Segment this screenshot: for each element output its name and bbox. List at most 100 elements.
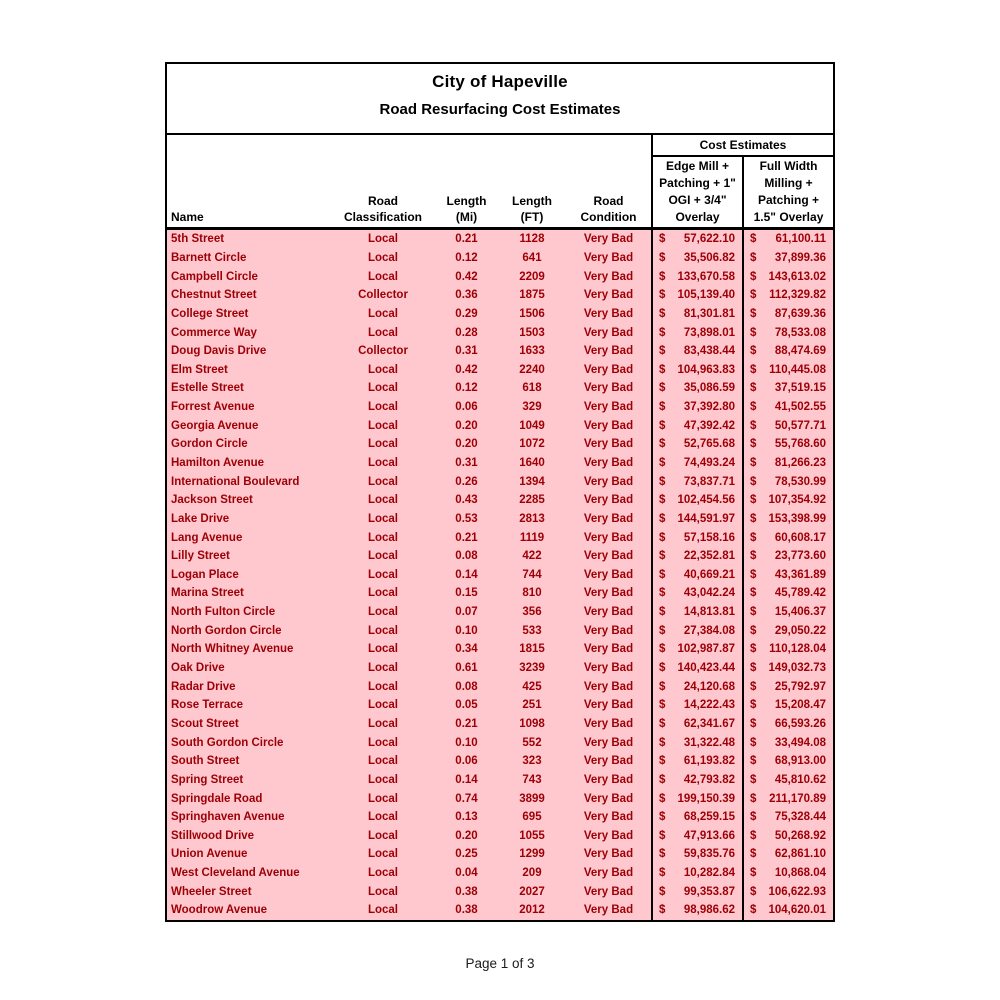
cell-street-name: Barnett Circle: [171, 251, 247, 264]
cell-classification: Local: [367, 773, 399, 786]
cell-cost-full-width: $15,406.37: [742, 602, 833, 622]
cell-cost-edge-mill: $74,493.24: [651, 453, 742, 473]
cell-length-mi: 0.28: [455, 326, 478, 339]
cell-street-name: Lang Avenue: [171, 531, 243, 544]
currency-symbol: $: [659, 401, 666, 414]
cell-cost-edge-mill: $27,384.08: [651, 621, 742, 641]
cell-length-mi: 0.38: [455, 904, 478, 917]
cell-cost-edge-mill: $199,150.39: [651, 789, 742, 808]
cell-length-ft: 2240: [519, 363, 545, 376]
cell-classification: Local: [367, 233, 399, 246]
cell-length-ft: 2285: [519, 494, 545, 507]
cell-length-ft: 1299: [519, 848, 545, 861]
cell-length-ft: 641: [522, 251, 542, 264]
currency-symbol: $: [750, 270, 757, 283]
cell-road-condition: Very Bad: [583, 643, 634, 656]
currency-symbol: $: [659, 326, 666, 339]
table-row: Radar Drive Local 0.08 425 Very Bad $24,…: [167, 677, 833, 697]
cell-road-condition: Very Bad: [583, 568, 634, 581]
cell-street-name: Wheeler Street: [171, 885, 252, 898]
cell-length-ft: 1055: [519, 829, 545, 842]
cell-cost-full-width: $45,810.62: [742, 770, 833, 790]
table-row: Rose Terrace Local 0.05 251 Very Bad $14…: [167, 696, 833, 715]
cell-length-ft: 422: [522, 550, 542, 563]
cell-street-name: Marina Street: [171, 587, 244, 600]
cell-cost-edge-mill: $35,086.59: [651, 379, 742, 398]
cell-street-name: North Whitney Avenue: [171, 643, 294, 656]
cell-length-mi: 0.21: [455, 531, 478, 544]
cell-cost-full-width: $106,622.93: [742, 882, 833, 902]
cell-road-condition: Very Bad: [583, 699, 634, 712]
cell-street-name: Oak Drive: [171, 662, 225, 675]
table-row: North Fulton Circle Local 0.07 356 Very …: [167, 602, 833, 622]
cell-street-name: Gordon Circle: [171, 438, 248, 451]
cell-cost-full-width: $37,519.15: [742, 379, 833, 398]
cell-length-mi: 0.34: [455, 643, 478, 656]
cell-length-ft: 329: [522, 401, 542, 414]
cell-classification: Local: [367, 811, 399, 824]
cell-length-ft: 1128: [519, 233, 545, 246]
currency-symbol: $: [750, 792, 757, 805]
cell-street-name: Springhaven Avenue: [171, 811, 285, 824]
currency-symbol: $: [750, 885, 757, 898]
cell-cost-full-width: $88,474.69: [742, 341, 833, 361]
currency-symbol: $: [659, 848, 666, 861]
currency-symbol: $: [750, 568, 757, 581]
currency-symbol: $: [750, 512, 757, 525]
cell-classification: Local: [367, 755, 399, 768]
cell-cost-edge-mill: $73,837.71: [651, 472, 742, 491]
cell-road-condition: Very Bad: [583, 270, 634, 283]
table-row: Forrest Avenue Local 0.06 329 Very Bad $…: [167, 397, 833, 417]
cell-cost-edge-mill: $47,913.66: [651, 826, 742, 846]
currency-symbol: $: [659, 251, 666, 264]
cell-length-ft: 744: [522, 568, 542, 581]
currency-symbol: $: [659, 904, 666, 917]
table-row: Stillwood Drive Local 0.20 1055 Very Bad…: [167, 826, 833, 846]
currency-symbol: $: [750, 736, 757, 749]
cell-cost-full-width: $149,032.73: [742, 658, 833, 678]
cell-road-condition: Very Bad: [583, 512, 634, 525]
currency-symbol: $: [659, 233, 666, 246]
cell-cost-full-width: $68,913.00: [742, 751, 833, 771]
cell-road-condition: Very Bad: [583, 326, 634, 339]
page-subtitle: Road Resurfacing Cost Estimates: [379, 101, 621, 118]
cell-road-condition: Very Bad: [583, 531, 634, 544]
cell-classification: Local: [367, 326, 399, 339]
cell-cost-edge-mill: $37,392.80: [651, 397, 742, 417]
cell-length-ft: 2012: [519, 904, 545, 917]
cell-length-ft: 356: [522, 606, 542, 619]
cell-road-condition: Very Bad: [583, 345, 634, 358]
currency-symbol: $: [659, 512, 666, 525]
cell-classification: Local: [367, 624, 399, 637]
cell-classification: Local: [367, 512, 399, 525]
cell-cost-edge-mill: $105,139.40: [651, 285, 742, 305]
cell-length-mi: 0.74: [455, 792, 478, 805]
cell-street-name: International Boulevard: [171, 475, 300, 488]
cell-classification: Local: [367, 382, 399, 395]
cell-classification: Local: [367, 531, 399, 544]
cell-classification: Local: [367, 736, 399, 749]
currency-symbol: $: [659, 494, 666, 507]
cell-length-mi: 0.61: [455, 662, 478, 675]
cell-cost-edge-mill: $40,669.21: [651, 565, 742, 585]
cell-cost-full-width: $104,620.01: [742, 901, 833, 920]
cell-cost-edge-mill: $62,341.67: [651, 714, 742, 734]
currency-symbol: $: [659, 792, 666, 805]
table-row: Hamilton Avenue Local 0.31 1640 Very Bad…: [167, 453, 833, 473]
cell-road-condition: Very Bad: [583, 662, 634, 675]
cell-length-mi: 0.14: [455, 568, 478, 581]
currency-symbol: $: [750, 233, 757, 246]
cell-cost-full-width: $25,792.97: [742, 677, 833, 697]
cell-cost-edge-mill: $57,622.10: [651, 230, 742, 249]
cell-cost-edge-mill: $104,963.83: [651, 360, 742, 380]
currency-symbol: $: [659, 345, 666, 358]
cell-length-ft: 552: [522, 736, 542, 749]
table-row: Lake Drive Local 0.53 2813 Very Bad $144…: [167, 509, 833, 529]
cell-road-condition: Very Bad: [583, 755, 634, 768]
cell-street-name: Commerce Way: [171, 326, 257, 339]
column-header-road-classification: Road Classification: [343, 194, 423, 224]
currency-symbol: $: [659, 885, 666, 898]
currency-symbol: $: [750, 345, 757, 358]
cell-length-mi: 0.07: [455, 606, 478, 619]
